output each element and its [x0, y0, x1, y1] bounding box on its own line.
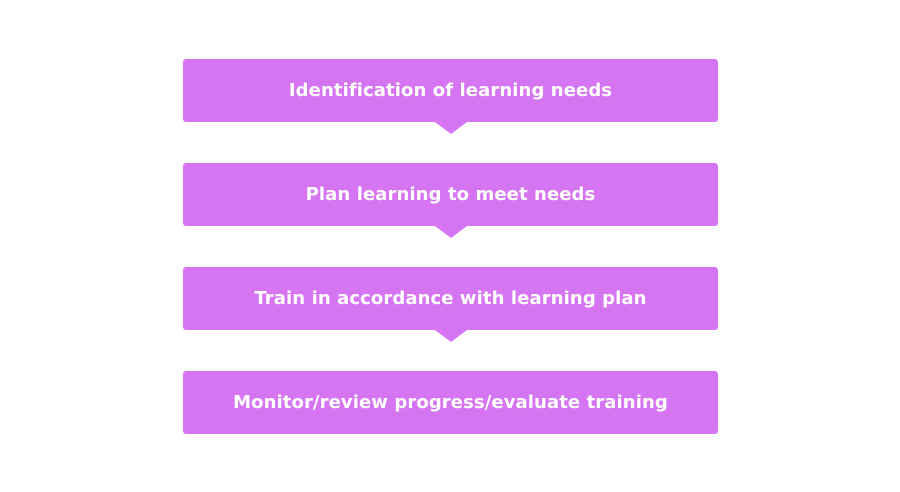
step-label: Plan learning to meet needs [305, 184, 596, 205]
down-arrow-pointer [434, 330, 467, 342]
step-box-identify-needs: Identification of learning needs [183, 59, 718, 134]
down-arrow-pointer [434, 122, 467, 134]
step-box-plan-learning: Plan learning to meet needs [183, 163, 718, 238]
step-box-monitor-review: Monitor/review progress/evaluate trainin… [183, 371, 718, 434]
down-arrow-pointer [434, 226, 467, 238]
step-label: Identification of learning needs [288, 80, 613, 101]
step-box-train: Train in accordance with learning plan [183, 267, 718, 342]
step-label: Train in accordance with learning plan [254, 288, 647, 309]
step-label: Monitor/review progress/evaluate trainin… [233, 392, 668, 413]
